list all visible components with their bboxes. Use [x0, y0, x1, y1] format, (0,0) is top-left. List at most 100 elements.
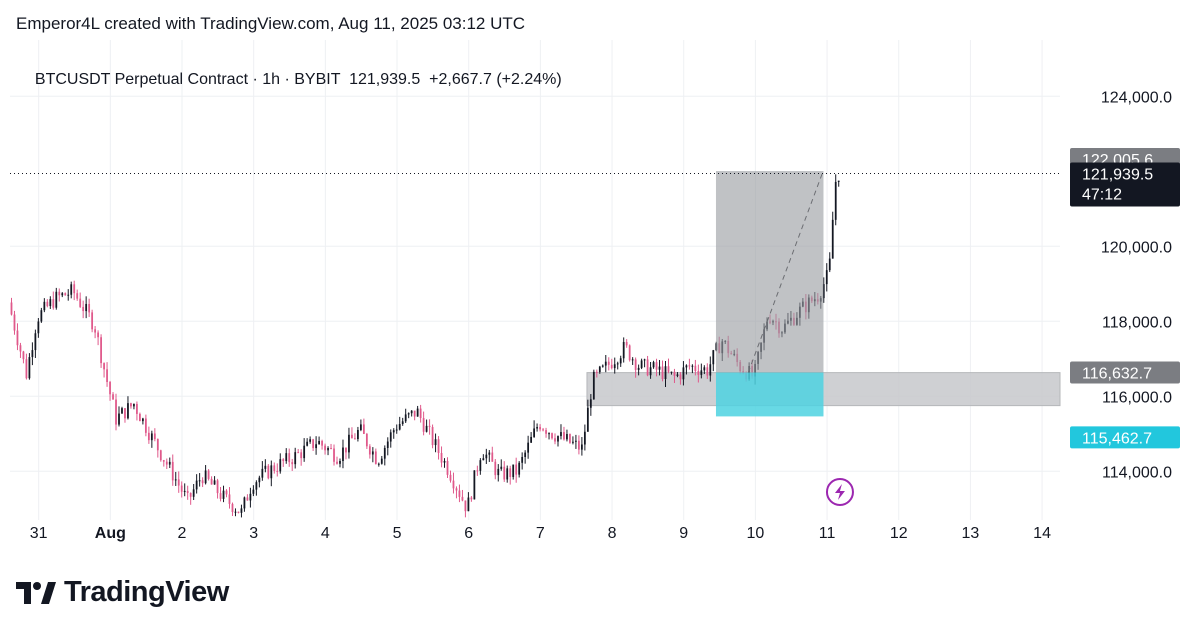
candle — [834, 174, 837, 226]
candle — [536, 423, 538, 432]
time-tick-label: 12 — [890, 525, 908, 542]
candle — [831, 211, 834, 259]
candle — [580, 437, 583, 456]
candle — [470, 496, 473, 502]
candle-body — [494, 461, 497, 476]
candle — [449, 470, 452, 483]
candle-body — [610, 364, 613, 369]
candle-body — [392, 430, 395, 433]
candle — [407, 412, 410, 419]
candle — [240, 504, 243, 518]
candle-body — [85, 303, 88, 312]
candle — [204, 465, 207, 485]
candle-body — [557, 436, 559, 442]
candle — [500, 459, 503, 471]
candle — [640, 358, 643, 370]
candle-body — [130, 403, 132, 407]
candle-body — [563, 432, 565, 440]
time-tick-label: 5 — [393, 525, 402, 542]
candle — [533, 420, 535, 438]
time-tick-label: 13 — [962, 525, 980, 542]
candle — [354, 433, 356, 440]
candle-body — [428, 425, 431, 428]
candle — [709, 356, 712, 382]
price-axis[interactable]: 114,000.0 116,000.0 118,000.0 120,000.0 124,… — [1101, 89, 1172, 481]
candle — [207, 469, 210, 481]
candle — [31, 342, 34, 366]
candle — [180, 481, 183, 498]
time-tick-label: Aug — [95, 525, 126, 542]
candle — [112, 392, 114, 400]
candle — [607, 357, 610, 371]
candle-body — [631, 359, 634, 361]
candle — [413, 410, 416, 421]
stop-price-tag: 115,462.7 — [1070, 426, 1180, 449]
candle-body — [234, 511, 237, 513]
candle-body — [279, 459, 282, 472]
candle — [440, 446, 443, 468]
candle — [216, 478, 219, 499]
candle — [592, 369, 595, 400]
candle — [237, 511, 240, 514]
candle — [518, 461, 521, 478]
time-tick-label: 8 — [608, 525, 617, 542]
candle — [300, 449, 303, 466]
candle-body — [512, 464, 515, 477]
candle-body — [174, 479, 177, 481]
candle-body — [231, 503, 234, 513]
candle-body — [195, 480, 198, 490]
tradingview-logo[interactable]: TradingView — [16, 574, 229, 610]
candle-body — [115, 399, 117, 425]
legend-price: 121,939.5 — [349, 71, 421, 88]
profit-zone[interactable] — [715, 171, 824, 373]
long-position-tool[interactable] — [715, 171, 824, 417]
lightning-icon[interactable] — [825, 478, 854, 506]
candle-body — [240, 508, 243, 513]
candle — [676, 372, 679, 378]
candle-body — [485, 454, 488, 459]
candle-body — [661, 366, 664, 380]
candle-body — [300, 452, 303, 459]
candle — [85, 296, 88, 319]
candle — [410, 410, 413, 417]
stop-zone[interactable] — [715, 372, 824, 417]
time-axis[interactable]: 31 Aug 2 3 4 5 6 7 8 9 10 11 12 13 14 — [30, 525, 1051, 542]
candle-body — [312, 439, 315, 449]
candle — [488, 450, 491, 462]
candle — [219, 487, 222, 502]
candle-body — [443, 460, 446, 463]
candle-body — [64, 293, 67, 296]
candle — [649, 361, 652, 379]
candle — [455, 486, 458, 499]
candle — [482, 454, 485, 461]
candle — [279, 453, 282, 474]
tradingview-logo-icon — [16, 582, 56, 604]
candle — [380, 455, 383, 465]
symbol-legend[interactable]: BTCUSDT Perpetual Contract · 1h · BYBIT … — [26, 53, 562, 89]
candle — [494, 459, 497, 480]
candle-body — [446, 460, 449, 475]
price-chart[interactable]: 114,000.0 116,000.0 118,000.0 120,000.0 124,… — [10, 40, 1182, 548]
candle-body — [380, 458, 383, 464]
candle-body — [377, 463, 380, 465]
last-price-tag: 121,939.5 47:12 — [1070, 162, 1180, 207]
candle-body — [643, 359, 646, 361]
candle — [542, 427, 544, 432]
candle-body — [566, 434, 568, 440]
attribution-text: Emperor4L created with TradingView.com, … — [16, 14, 526, 33]
grid-lines — [10, 40, 1060, 520]
candle-body — [452, 480, 455, 489]
candle — [467, 492, 470, 512]
candle-body — [222, 490, 225, 499]
candle-body — [625, 341, 628, 346]
candle — [703, 365, 706, 375]
candle — [637, 364, 640, 376]
candle — [643, 358, 646, 368]
candle-body — [339, 461, 341, 464]
candle-body — [225, 490, 228, 495]
symbol-name[interactable]: BTCUSDT Perpetual Contract · 1h · BYBIT — [34, 71, 341, 88]
candle-body — [348, 434, 350, 453]
candle — [527, 435, 530, 459]
candle-body — [506, 468, 509, 480]
candle-body — [261, 468, 264, 478]
